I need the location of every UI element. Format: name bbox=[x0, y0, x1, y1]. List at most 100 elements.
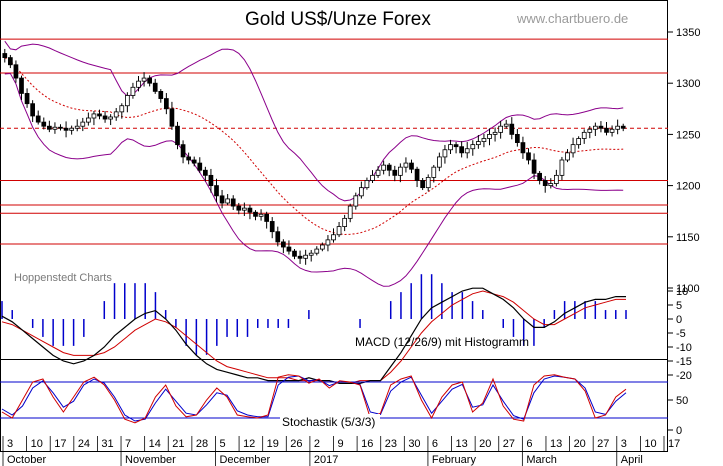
candle-body bbox=[97, 113, 102, 117]
candle-body bbox=[570, 144, 576, 154]
candle-body bbox=[537, 172, 542, 181]
candle-body bbox=[531, 159, 537, 174]
x-tick-label: 10 bbox=[644, 438, 656, 450]
candle-body bbox=[141, 77, 147, 82]
candle-body bbox=[19, 77, 24, 94]
candle-body bbox=[8, 57, 13, 66]
x-tick-label: 17 bbox=[54, 438, 66, 450]
candle-body bbox=[191, 159, 197, 164]
candle-body bbox=[448, 144, 453, 151]
x-tick-label: 20 bbox=[574, 438, 586, 450]
stoch-label-bg bbox=[280, 414, 380, 429]
candle-body bbox=[119, 105, 125, 113]
candle-body bbox=[542, 180, 548, 186]
candle-body bbox=[559, 159, 565, 176]
candle-body bbox=[164, 98, 169, 110]
y-tick-label: -5 bbox=[676, 328, 686, 340]
candle-body bbox=[526, 152, 531, 161]
candle-body bbox=[303, 254, 308, 259]
candle-body bbox=[147, 77, 152, 84]
price-candlesticks bbox=[2, 48, 626, 265]
macd-histogram bbox=[1, 274, 627, 355]
candle-body bbox=[398, 166, 403, 176]
x-axis: 3 10 17 24 31 7 14 21 28 5 12 19 26 2 9 16 23 30 6 13 20 27 6 1… bbox=[2, 436, 680, 466]
candle-body bbox=[314, 248, 320, 254]
y-tick-label: 1250 bbox=[676, 129, 700, 141]
candle-body bbox=[52, 126, 58, 130]
candle-body bbox=[236, 205, 242, 211]
y-tick-label: 5 bbox=[676, 300, 682, 312]
candle-body bbox=[503, 123, 509, 127]
x-tick-label: 30 bbox=[408, 438, 420, 450]
price-support-lines bbox=[0, 38, 668, 245]
candle-body bbox=[403, 162, 409, 168]
x-tick-label: 6 bbox=[432, 438, 438, 450]
candle-body bbox=[30, 103, 35, 117]
watermark: www.chartbuero.de bbox=[516, 11, 628, 26]
candle-body bbox=[74, 125, 80, 129]
candle-body bbox=[470, 144, 476, 150]
x-tick-label: 16 bbox=[361, 438, 373, 450]
candle-body bbox=[481, 138, 487, 142]
candle-body bbox=[581, 131, 587, 139]
month-label: March bbox=[526, 454, 557, 466]
candle-body bbox=[286, 246, 292, 252]
candle-body bbox=[69, 127, 74, 131]
candle-body bbox=[437, 156, 442, 168]
macd-line bbox=[1, 287, 626, 384]
candle-body bbox=[353, 195, 359, 207]
candle-body bbox=[609, 128, 615, 133]
candle-body bbox=[476, 141, 481, 146]
candle-body bbox=[442, 149, 448, 158]
x-tick-label: 3 bbox=[7, 438, 13, 450]
candle-body bbox=[375, 169, 381, 176]
stoch-label: Stochastik (5/3/3) bbox=[282, 415, 375, 429]
x-tick-label: 20 bbox=[479, 438, 491, 450]
candle-body bbox=[576, 138, 581, 146]
candle-body bbox=[102, 115, 108, 120]
candle-body bbox=[420, 180, 425, 189]
candle-body bbox=[554, 174, 559, 184]
x-tick-label: 12 bbox=[243, 438, 255, 450]
x-tick-label: 19 bbox=[267, 438, 279, 450]
candle-body bbox=[219, 195, 225, 204]
y-tick-label: 1300 bbox=[676, 78, 700, 90]
candle-body bbox=[63, 127, 69, 131]
candle-body bbox=[197, 162, 203, 171]
candle-body bbox=[308, 252, 314, 256]
candle-body bbox=[386, 164, 392, 171]
candle-body bbox=[208, 174, 214, 187]
candle-body bbox=[86, 117, 91, 123]
candle-body bbox=[41, 121, 47, 127]
y-tick-label: 0 bbox=[676, 425, 682, 437]
x-tick-label: 26 bbox=[290, 438, 302, 450]
macd-label: MACD (12/26/9) mit Histogramm bbox=[355, 335, 529, 349]
chart-title: Gold US$/Unze Forex bbox=[245, 9, 431, 30]
month-label: October bbox=[7, 454, 46, 466]
x-tick-label: 17 bbox=[668, 438, 680, 450]
candle-body bbox=[214, 185, 219, 197]
candle-body bbox=[80, 121, 86, 127]
macd-signal-line bbox=[1, 290, 626, 384]
candle-body bbox=[264, 213, 269, 222]
y-tick-label: 50 bbox=[676, 395, 688, 407]
x-tick-label: 5 bbox=[219, 438, 225, 450]
x-tick-label: 7 bbox=[125, 438, 131, 450]
candle-body bbox=[180, 144, 186, 158]
candle-body bbox=[269, 221, 275, 233]
candle-body bbox=[247, 207, 253, 213]
month-label: 2017 bbox=[314, 454, 338, 466]
bollinger-lower bbox=[4, 72, 624, 287]
candle-body bbox=[331, 234, 336, 241]
x-tick-label: 2 bbox=[314, 438, 320, 450]
candle-body bbox=[113, 111, 119, 118]
y-tick-label: -10 bbox=[676, 342, 692, 354]
candle-body bbox=[342, 217, 347, 227]
candle-body bbox=[520, 142, 526, 154]
candle-body bbox=[565, 152, 570, 161]
source-label: Hoppenstedt Charts bbox=[14, 272, 112, 284]
x-tick-label: 9 bbox=[338, 438, 344, 450]
candle-body bbox=[225, 198, 230, 204]
candle-body bbox=[492, 131, 498, 135]
x-tick-label: 6 bbox=[526, 438, 532, 450]
